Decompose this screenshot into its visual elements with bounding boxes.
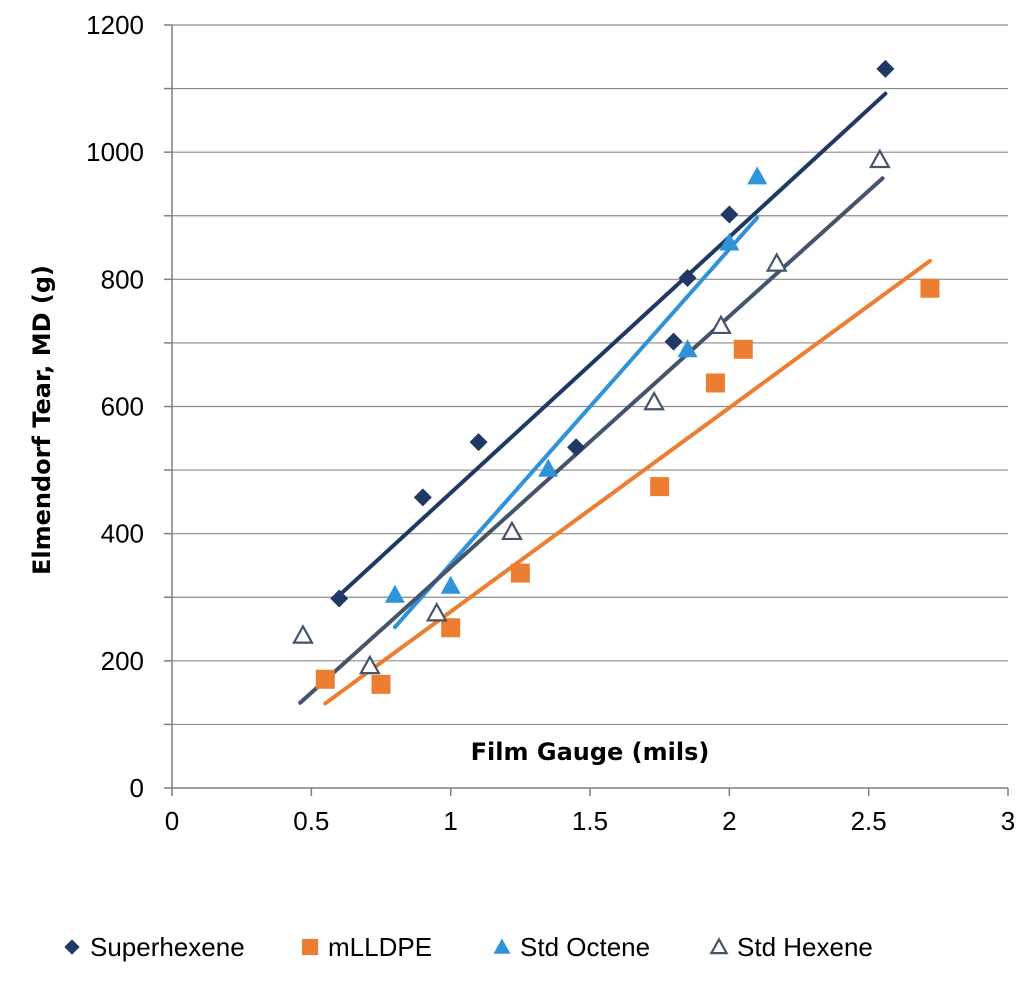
mlldpe-point: [441, 618, 461, 638]
y-axis-title: Elmendorf Tear, MD (g): [28, 265, 56, 575]
mlldpe-point: [733, 339, 753, 359]
std-octene-point: [384, 584, 405, 603]
axes: [164, 24, 1009, 796]
mlldpe-point: [315, 669, 335, 689]
std-hexene-point: [765, 252, 788, 272]
y-tick-label: 0: [130, 773, 144, 803]
superhexene-point: [678, 269, 697, 288]
x-tick-label: 2.5: [851, 806, 887, 836]
mlldpe-point: [920, 278, 940, 298]
legend-marker-mlldpe: [301, 938, 319, 956]
x-tick-label: 1.5: [572, 806, 608, 836]
legend-label-std-hexene: Std Hexene: [737, 932, 873, 962]
y-tick-label: 1200: [86, 10, 144, 40]
y-tick-labels: 0 200 400 600 800 1000 1200: [86, 10, 144, 803]
x-tick-label: 0.5: [293, 806, 329, 836]
superhexene-point: [330, 589, 349, 608]
std-octene-point: [719, 232, 740, 251]
x-tick-label: 2: [722, 806, 736, 836]
std-hexene-trendline: [298, 176, 885, 705]
mlldpe-point: [650, 477, 670, 497]
superhexene-point: [720, 205, 739, 224]
legend-marker-superhexene: [64, 939, 80, 955]
std-hexene-point: [501, 520, 523, 541]
mlldpe-point: [510, 563, 530, 583]
std-hexene-point: [868, 148, 891, 169]
std-hexene-point: [358, 654, 381, 675]
data-points: [292, 59, 940, 694]
legend-marker-std-octene: [493, 938, 511, 954]
legend-label-mlldpe: mLLDPE: [328, 932, 432, 962]
std-hexene-point: [292, 624, 314, 644]
trendlines: [298, 91, 932, 706]
std-octene-point: [538, 458, 559, 477]
legend-label-superhexene: Superhexene: [90, 932, 245, 962]
std-hexene-point: [425, 601, 448, 622]
superhexene-point: [876, 59, 895, 78]
superhexene-point: [469, 433, 488, 452]
mlldpe-trendline: [323, 258, 932, 706]
std-octene-trendline: [392, 215, 760, 630]
std-octene-point: [440, 575, 461, 594]
std-octene-point: [747, 166, 768, 185]
std-hexene-point: [710, 314, 732, 335]
superhexene-point: [664, 332, 683, 351]
y-tick-label: 200: [101, 646, 144, 676]
legend-label-std-octene: Std Octene: [520, 932, 650, 962]
mlldpe-point: [371, 674, 391, 694]
mlldpe-point: [705, 373, 725, 393]
x-tick-label: 3: [1001, 806, 1015, 836]
y-tick-label: 400: [101, 519, 144, 549]
legend-marker-std-hexene: [709, 937, 729, 955]
superhexene-point: [413, 488, 432, 507]
x-tick-label: 1: [443, 806, 457, 836]
y-tick-label: 600: [101, 392, 144, 422]
x-axis-title: Film Gauge (mils): [471, 738, 710, 766]
superhexene-point: [567, 438, 586, 457]
x-tick-label: 0: [165, 806, 179, 836]
legend: Superhexene mLLDPE Std Octene Std Hexene: [64, 932, 873, 962]
y-tick-label: 1000: [86, 137, 144, 167]
std-hexene-point: [643, 390, 665, 411]
superhexene-trendline: [337, 91, 888, 598]
x-tick-labels: 0 0.5 1 1.5 2 2.5 3: [165, 806, 1015, 836]
std-octene-point: [677, 339, 698, 358]
grid-lines: [172, 24, 1008, 726]
y-tick-label: 800: [101, 264, 144, 294]
